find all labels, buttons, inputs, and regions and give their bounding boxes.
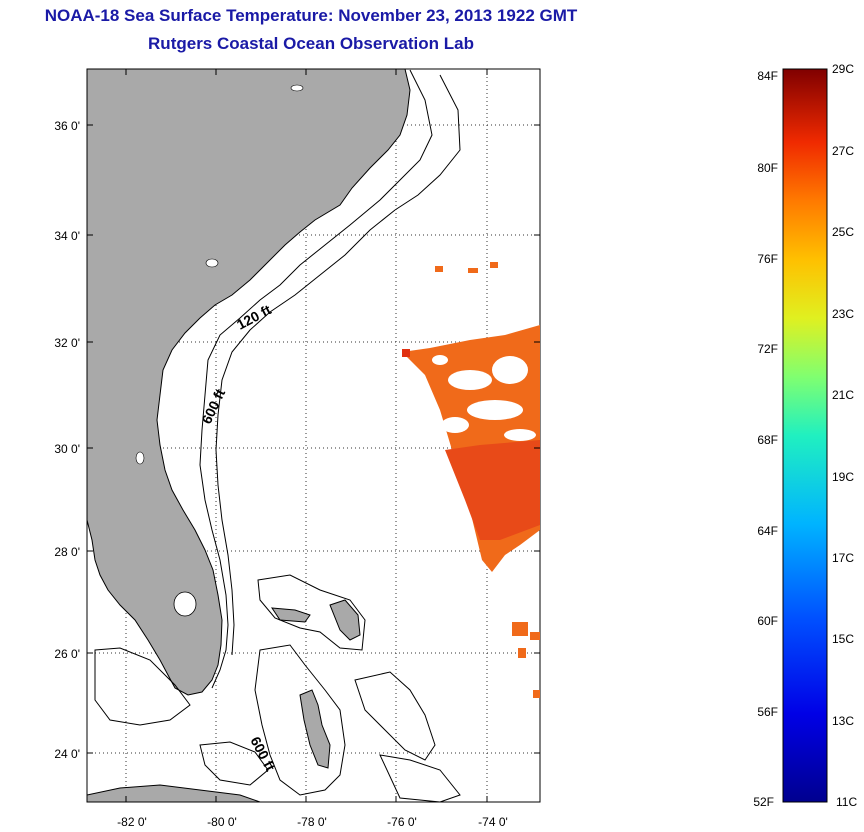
colorbar-f-label: 64F [757,524,778,538]
colorbar-c-label: 29C [832,62,854,76]
colorbar-celsius-labels: 29C 27C 25C 23C 21C 19C 17C 15C 13C 11C [832,62,857,809]
lat-tick-label: 26 0' [54,647,80,661]
colorbar-f-label: 52F [753,795,774,809]
colorbar-f-label: 72F [757,342,778,356]
lat-tick-label: 36 0' [54,119,80,133]
sst-patches [435,262,540,698]
lake [173,591,197,617]
lake-small [135,451,145,465]
lon-tick-label: -80 0' [207,815,237,829]
colorbar-c-label: 15C [832,632,854,646]
sst-patch-warm [402,349,410,357]
colorbar-c-label: 11C [836,795,857,809]
map-subtitle: Rutgers Coastal Ocean Observation Lab [148,34,474,53]
lat-tick-label: 32 0' [54,336,80,350]
bahamas-island [271,607,311,623]
frame-ticks [87,69,540,802]
cuba-land [87,784,261,802]
sst-swath-warm [445,440,540,540]
colorbar-c-label: 21C [832,388,854,402]
colorbar-c-label: 17C [832,551,854,565]
colorbar-fahrenheit-labels: 84F 80F 76F 72F 68F 64F 60F 56F 52F [753,69,778,809]
lon-tick-label: -82 0' [117,815,147,829]
bahamas-island [299,689,331,769]
cloud-gaps [432,355,536,441]
lon-tick-label: -76 0' [387,815,417,829]
map-title: NOAA-18 Sea Surface Temperature: Novembe… [44,6,578,25]
mainland-land [87,69,411,696]
lat-tick-label: 34 0' [54,229,80,243]
colorbar-f-label: 56F [757,705,778,719]
colorbar-c-label: 25C [832,225,854,239]
colorbar-f-label: 60F [757,614,778,628]
colorbar-f-label: 84F [757,69,778,83]
isobath-lines [94,69,461,802]
temperature-colorbar [782,68,828,803]
lat-tick-label: 28 0' [54,545,80,559]
colorbar-c-label: 19C [832,470,854,484]
bahamas-island [329,599,361,641]
lat-tick-label: 24 0' [54,747,80,761]
colorbar-f-label: 68F [757,433,778,447]
colorbar-f-label: 76F [757,252,778,266]
map-content [87,69,540,802]
lake-small [290,84,304,92]
lon-tick-label: -78 0' [297,815,327,829]
lon-tick-label: -74 0' [478,815,508,829]
colorbar-c-label: 27C [832,144,854,158]
lat-tick-label: 30 0' [54,442,80,456]
colorbar-c-label: 13C [832,714,854,728]
lake-small [205,258,219,268]
colorbar-c-label: 23C [832,307,854,321]
colorbar-f-label: 80F [757,161,778,175]
